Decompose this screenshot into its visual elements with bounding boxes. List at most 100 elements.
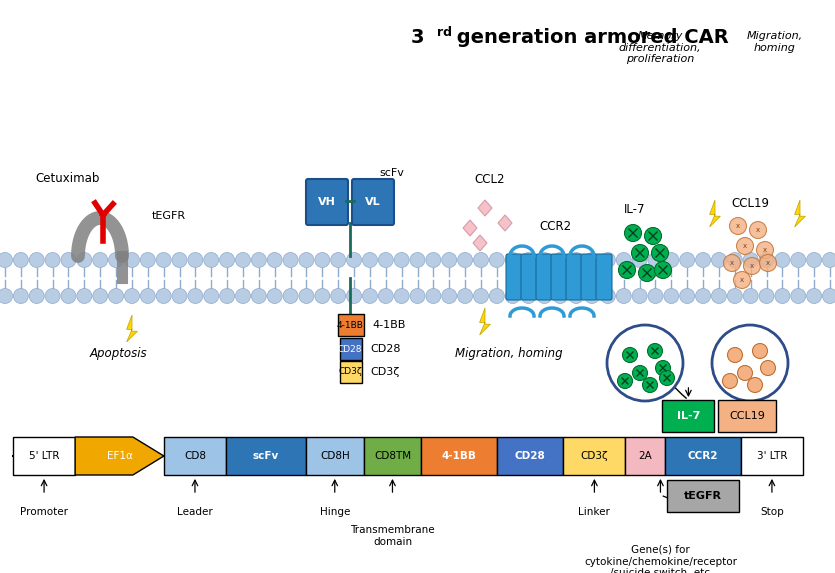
Circle shape (394, 253, 409, 268)
Circle shape (584, 288, 600, 304)
Circle shape (791, 288, 806, 304)
Text: CD3ζ: CD3ζ (370, 367, 399, 377)
FancyBboxPatch shape (226, 437, 306, 475)
Circle shape (347, 288, 362, 304)
Circle shape (736, 237, 753, 254)
Circle shape (775, 253, 790, 268)
Circle shape (642, 378, 657, 393)
Circle shape (521, 253, 536, 268)
Text: CD8H: CD8H (320, 451, 350, 461)
Circle shape (251, 288, 266, 304)
Text: x: x (730, 260, 734, 266)
Circle shape (521, 288, 536, 304)
Text: CD8TM: CD8TM (374, 451, 411, 461)
Circle shape (0, 253, 13, 268)
Circle shape (712, 325, 788, 401)
Circle shape (93, 253, 108, 268)
FancyBboxPatch shape (363, 437, 422, 475)
Circle shape (569, 288, 584, 304)
Circle shape (648, 288, 663, 304)
FancyBboxPatch shape (338, 314, 364, 336)
FancyBboxPatch shape (340, 338, 362, 360)
Circle shape (750, 222, 767, 238)
Text: Leader: Leader (177, 507, 213, 517)
FancyBboxPatch shape (536, 254, 552, 300)
FancyBboxPatch shape (596, 254, 612, 300)
Polygon shape (795, 200, 806, 227)
Text: CCL19: CCL19 (731, 197, 769, 210)
Circle shape (727, 347, 742, 363)
Polygon shape (498, 215, 512, 231)
Polygon shape (710, 200, 721, 227)
Circle shape (553, 288, 568, 304)
Circle shape (331, 253, 346, 268)
Circle shape (655, 360, 671, 375)
Circle shape (156, 253, 171, 268)
FancyBboxPatch shape (566, 254, 582, 300)
Text: CD8: CD8 (184, 451, 206, 461)
Circle shape (822, 288, 835, 304)
Text: VL: VL (365, 197, 381, 207)
Circle shape (473, 253, 488, 268)
Circle shape (347, 253, 362, 268)
Circle shape (807, 288, 822, 304)
Circle shape (696, 288, 711, 304)
FancyBboxPatch shape (422, 437, 497, 475)
FancyBboxPatch shape (667, 480, 739, 512)
Circle shape (743, 253, 758, 268)
Circle shape (553, 253, 568, 268)
Circle shape (61, 288, 76, 304)
Circle shape (645, 227, 661, 245)
Circle shape (45, 253, 60, 268)
Circle shape (727, 288, 742, 304)
Text: tEGFR: tEGFR (152, 211, 186, 221)
Circle shape (77, 253, 92, 268)
Circle shape (619, 261, 635, 278)
Circle shape (29, 253, 44, 268)
Circle shape (680, 288, 695, 304)
Circle shape (473, 288, 488, 304)
Text: CCL19: CCL19 (730, 411, 766, 421)
Circle shape (664, 253, 679, 268)
Circle shape (0, 288, 13, 304)
Circle shape (220, 288, 235, 304)
Circle shape (651, 245, 669, 261)
FancyBboxPatch shape (718, 400, 777, 432)
Circle shape (759, 288, 774, 304)
Circle shape (537, 253, 552, 268)
Circle shape (584, 253, 600, 268)
Text: Migration,
homing: Migration, homing (747, 31, 803, 53)
Circle shape (711, 253, 726, 268)
Circle shape (696, 253, 711, 268)
Text: CD28: CD28 (514, 451, 545, 461)
Circle shape (109, 253, 124, 268)
Circle shape (505, 288, 520, 304)
Text: IL-7: IL-7 (676, 411, 700, 421)
Circle shape (378, 288, 393, 304)
Text: Promoter: Promoter (20, 507, 68, 517)
Circle shape (632, 288, 647, 304)
Text: 4-1BB: 4-1BB (337, 320, 363, 329)
Circle shape (569, 253, 584, 268)
Circle shape (759, 253, 774, 268)
FancyBboxPatch shape (306, 179, 348, 225)
Circle shape (727, 253, 742, 268)
FancyBboxPatch shape (497, 437, 564, 475)
Circle shape (458, 288, 473, 304)
FancyBboxPatch shape (13, 437, 75, 475)
Text: CCR2: CCR2 (688, 451, 718, 461)
Circle shape (761, 360, 776, 375)
Circle shape (618, 374, 632, 388)
Circle shape (188, 288, 203, 304)
Circle shape (648, 253, 663, 268)
Circle shape (426, 288, 441, 304)
Circle shape (410, 253, 425, 268)
FancyBboxPatch shape (564, 437, 625, 475)
Text: x: x (743, 243, 747, 249)
Circle shape (315, 253, 330, 268)
Circle shape (733, 272, 751, 288)
Text: Migration, homing: Migration, homing (455, 347, 563, 359)
Circle shape (204, 253, 219, 268)
Circle shape (220, 253, 235, 268)
Text: Gene(s) for
cytokine/chemokine/receptor
/suicide switch, etc: Gene(s) for cytokine/chemokine/receptor … (584, 545, 737, 573)
